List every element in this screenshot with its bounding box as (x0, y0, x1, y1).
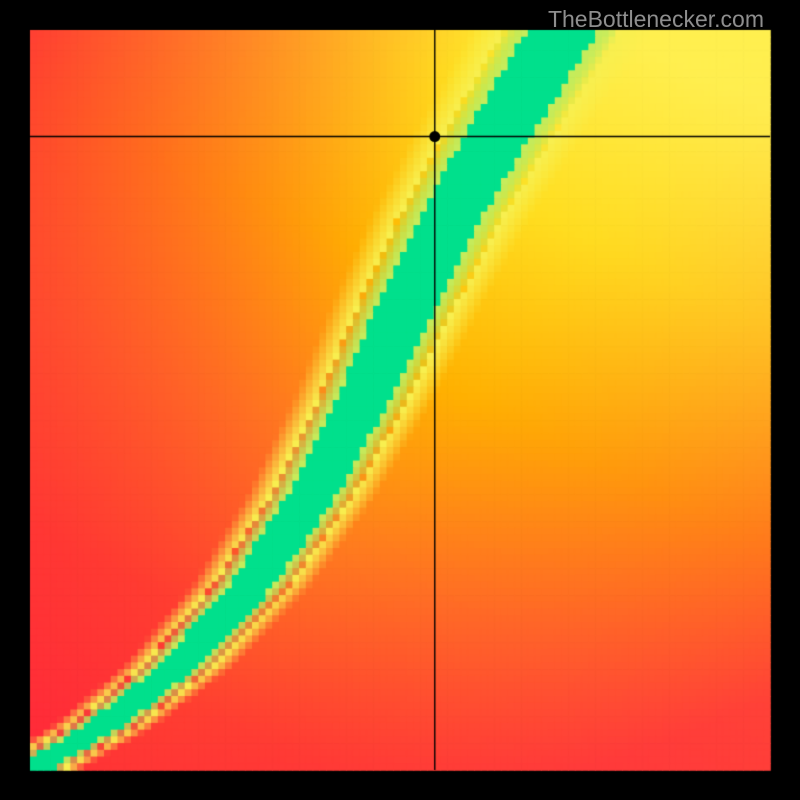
bottleneck-heatmap (0, 0, 800, 800)
chart-container: TheBottlenecker.com (0, 0, 800, 800)
watermark-text: TheBottlenecker.com (548, 6, 764, 33)
